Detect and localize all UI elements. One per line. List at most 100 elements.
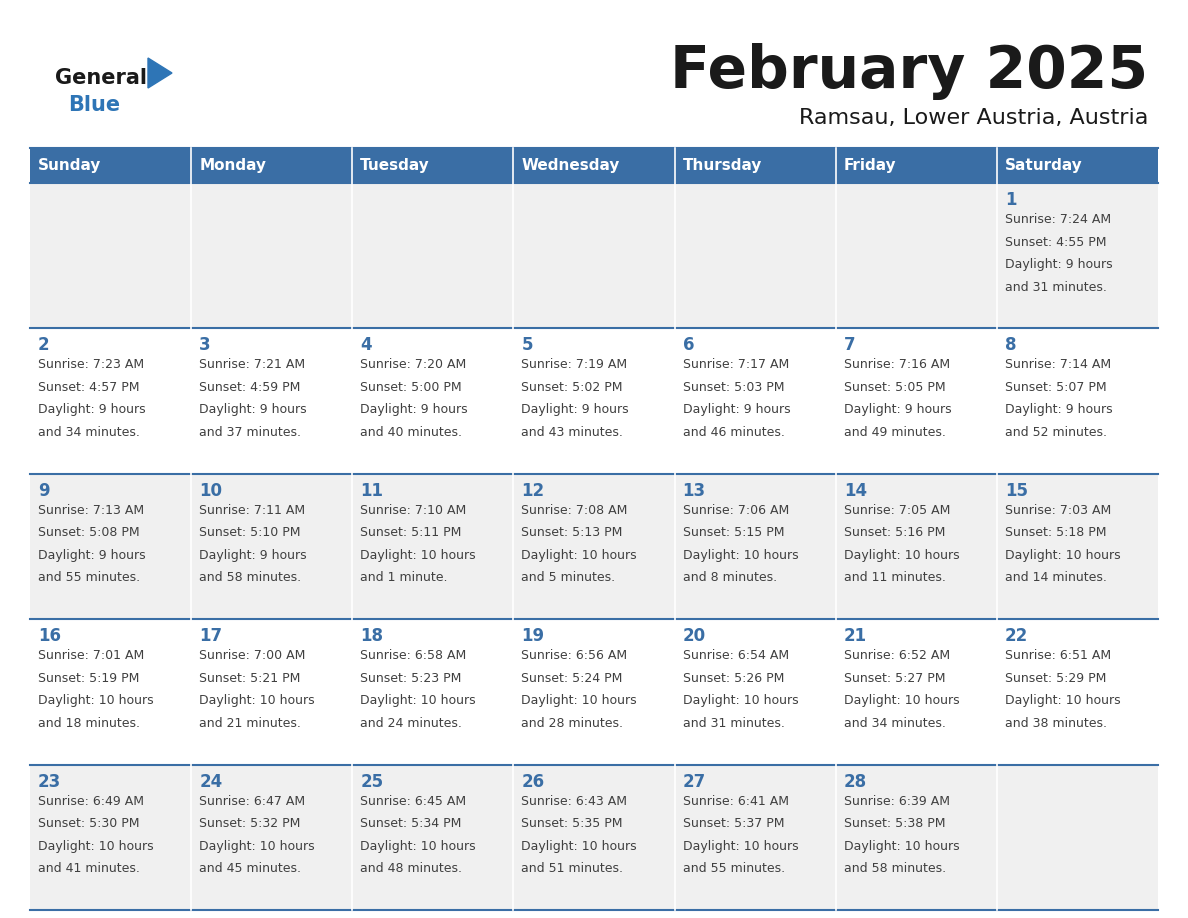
Bar (675, 765, 835, 910)
Text: Sunrise: 6:58 AM: Sunrise: 6:58 AM (360, 649, 467, 662)
Text: Sunset: 5:23 PM: Sunset: 5:23 PM (360, 672, 462, 685)
Text: 3: 3 (200, 336, 210, 354)
Text: Sunrise: 7:03 AM: Sunrise: 7:03 AM (1005, 504, 1111, 517)
Text: and 49 minutes.: and 49 minutes. (843, 426, 946, 439)
Text: Sunrise: 7:16 AM: Sunrise: 7:16 AM (843, 358, 950, 372)
Bar (997, 620, 1158, 765)
Text: Sunrise: 6:45 AM: Sunrise: 6:45 AM (360, 795, 467, 808)
Text: 13: 13 (683, 482, 706, 499)
Text: Sunrise: 7:19 AM: Sunrise: 7:19 AM (522, 358, 627, 372)
Bar (835, 474, 997, 620)
Text: Sunrise: 7:23 AM: Sunrise: 7:23 AM (38, 358, 144, 372)
Bar (191, 474, 353, 620)
Text: Daylight: 10 hours: Daylight: 10 hours (843, 694, 960, 707)
Text: Sunrise: 7:21 AM: Sunrise: 7:21 AM (200, 358, 305, 372)
Bar (191, 620, 353, 765)
Bar (513, 474, 675, 620)
Bar (513, 620, 675, 765)
Text: Sunset: 5:19 PM: Sunset: 5:19 PM (38, 672, 139, 685)
Text: February 2025: February 2025 (670, 43, 1148, 100)
Bar (30, 329, 191, 474)
Bar (191, 183, 353, 329)
Text: Sunrise: 6:47 AM: Sunrise: 6:47 AM (200, 795, 305, 808)
Text: Sunrise: 7:10 AM: Sunrise: 7:10 AM (360, 504, 467, 517)
Text: Friday: Friday (843, 158, 896, 173)
Bar (997, 474, 1158, 620)
Bar (353, 148, 513, 183)
Text: Sunset: 5:30 PM: Sunset: 5:30 PM (38, 817, 139, 830)
Text: Daylight: 10 hours: Daylight: 10 hours (38, 694, 153, 707)
Text: Sunset: 5:11 PM: Sunset: 5:11 PM (360, 526, 462, 540)
Text: Sunrise: 7:06 AM: Sunrise: 7:06 AM (683, 504, 789, 517)
Text: Sunday: Sunday (38, 158, 101, 173)
Text: Sunset: 4:59 PM: Sunset: 4:59 PM (200, 381, 301, 394)
Text: 14: 14 (843, 482, 867, 499)
Bar (30, 474, 191, 620)
Text: Daylight: 9 hours: Daylight: 9 hours (1005, 258, 1112, 271)
Text: and 41 minutes.: and 41 minutes. (38, 862, 140, 875)
Text: and 46 minutes.: and 46 minutes. (683, 426, 784, 439)
Bar (675, 329, 835, 474)
Bar (835, 765, 997, 910)
Text: Daylight: 10 hours: Daylight: 10 hours (360, 549, 476, 562)
Text: Sunset: 5:38 PM: Sunset: 5:38 PM (843, 817, 946, 830)
Text: 1: 1 (1005, 191, 1017, 209)
Bar (513, 765, 675, 910)
Text: Sunset: 5:26 PM: Sunset: 5:26 PM (683, 672, 784, 685)
Text: 7: 7 (843, 336, 855, 354)
Text: Daylight: 10 hours: Daylight: 10 hours (360, 694, 476, 707)
Bar (353, 329, 513, 474)
Text: 24: 24 (200, 773, 222, 790)
Text: 23: 23 (38, 773, 62, 790)
Text: Daylight: 10 hours: Daylight: 10 hours (522, 840, 637, 853)
Text: Sunrise: 6:43 AM: Sunrise: 6:43 AM (522, 795, 627, 808)
Text: and 11 minutes.: and 11 minutes. (843, 571, 946, 585)
Text: 15: 15 (1005, 482, 1028, 499)
Text: Sunrise: 7:01 AM: Sunrise: 7:01 AM (38, 649, 144, 662)
Text: Blue: Blue (68, 95, 120, 115)
Text: 8: 8 (1005, 336, 1017, 354)
Text: Daylight: 9 hours: Daylight: 9 hours (38, 549, 146, 562)
Text: Sunset: 5:02 PM: Sunset: 5:02 PM (522, 381, 623, 394)
Text: Daylight: 10 hours: Daylight: 10 hours (1005, 549, 1120, 562)
Text: 20: 20 (683, 627, 706, 645)
Text: Daylight: 10 hours: Daylight: 10 hours (200, 694, 315, 707)
Text: Sunrise: 7:08 AM: Sunrise: 7:08 AM (522, 504, 627, 517)
Bar (835, 183, 997, 329)
Text: Sunset: 4:57 PM: Sunset: 4:57 PM (38, 381, 139, 394)
Text: Sunset: 5:00 PM: Sunset: 5:00 PM (360, 381, 462, 394)
Text: Sunrise: 7:13 AM: Sunrise: 7:13 AM (38, 504, 144, 517)
Bar (513, 148, 675, 183)
Text: 25: 25 (360, 773, 384, 790)
Text: Sunrise: 6:56 AM: Sunrise: 6:56 AM (522, 649, 627, 662)
Bar (835, 329, 997, 474)
Text: Sunrise: 7:14 AM: Sunrise: 7:14 AM (1005, 358, 1111, 372)
Text: Daylight: 10 hours: Daylight: 10 hours (200, 840, 315, 853)
Text: Daylight: 10 hours: Daylight: 10 hours (522, 694, 637, 707)
Bar (513, 183, 675, 329)
Text: Daylight: 9 hours: Daylight: 9 hours (200, 549, 307, 562)
Text: Sunset: 5:35 PM: Sunset: 5:35 PM (522, 817, 623, 830)
Text: Daylight: 9 hours: Daylight: 9 hours (38, 404, 146, 417)
Text: Sunset: 5:21 PM: Sunset: 5:21 PM (200, 672, 301, 685)
Bar (191, 765, 353, 910)
Text: Daylight: 10 hours: Daylight: 10 hours (522, 549, 637, 562)
Text: Daylight: 9 hours: Daylight: 9 hours (843, 404, 952, 417)
Bar (675, 620, 835, 765)
Text: Daylight: 10 hours: Daylight: 10 hours (843, 549, 960, 562)
Text: Daylight: 10 hours: Daylight: 10 hours (683, 694, 798, 707)
Text: and 55 minutes.: and 55 minutes. (38, 571, 140, 585)
Text: Sunrise: 7:05 AM: Sunrise: 7:05 AM (843, 504, 950, 517)
Text: 18: 18 (360, 627, 384, 645)
Text: 12: 12 (522, 482, 544, 499)
Text: Sunset: 5:27 PM: Sunset: 5:27 PM (843, 672, 946, 685)
Text: and 55 minutes.: and 55 minutes. (683, 862, 785, 875)
Text: Daylight: 10 hours: Daylight: 10 hours (843, 840, 960, 853)
Text: 10: 10 (200, 482, 222, 499)
Text: Sunset: 5:07 PM: Sunset: 5:07 PM (1005, 381, 1106, 394)
Bar (997, 183, 1158, 329)
Bar (835, 620, 997, 765)
Text: and 31 minutes.: and 31 minutes. (683, 717, 784, 730)
Text: Sunset: 5:15 PM: Sunset: 5:15 PM (683, 526, 784, 540)
Text: Sunset: 5:10 PM: Sunset: 5:10 PM (200, 526, 301, 540)
